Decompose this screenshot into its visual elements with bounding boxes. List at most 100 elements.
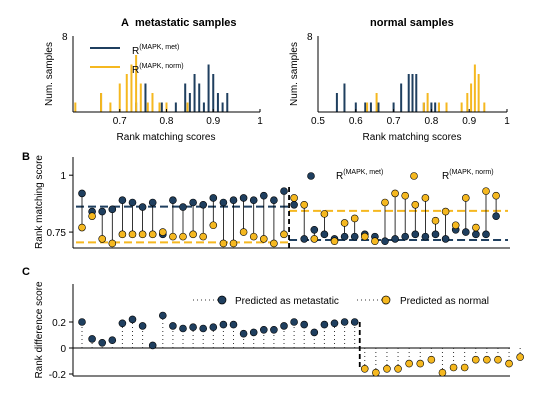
point-norm-8: [159, 228, 167, 236]
b-norm-sup: (MAPK, norm): [449, 169, 493, 176]
c-point-norm-6: [427, 355, 436, 364]
bar-norm-6: [135, 55, 138, 112]
point-met-7: [148, 198, 157, 207]
point-met-3: [108, 205, 117, 214]
c-point-norm-11: [483, 355, 491, 364]
c-point-met-21: [290, 318, 298, 326]
bar-met-7: [400, 83, 403, 112]
c-point-norm-8: [449, 363, 458, 372]
panel-a-left-title: metastatic samples: [135, 17, 237, 29]
bar-norm-3: [426, 93, 429, 112]
point-met-12: [199, 200, 207, 209]
point-norm-6: [138, 230, 147, 239]
bar-norm-7: [466, 93, 469, 112]
point-norm-24: [320, 210, 329, 218]
panel-b-label-met: R(MAPK, met): [336, 169, 383, 182]
panel-c-ylabel: Rank difference score: [34, 281, 45, 379]
bar-met-10: [415, 74, 418, 112]
legend-label-norm: R(MAPK, norm): [132, 63, 184, 76]
point-norm-4: [118, 230, 127, 239]
c-point-norm-3: [394, 364, 402, 373]
c-point-met-0: [78, 318, 86, 326]
xtick-label-2: 0.7: [387, 116, 401, 127]
bar-norm-1: [375, 93, 378, 112]
xtick-label-3: 1: [257, 116, 263, 127]
bar-norm-0: [366, 102, 369, 112]
point-norm-0: [78, 223, 86, 232]
point-met-22: [300, 235, 309, 243]
panel-a-left-xlabel: Rank matching scores: [117, 132, 216, 143]
point-met-32: [401, 232, 410, 241]
c-point-met-24: [320, 320, 329, 329]
point-met-16: [239, 194, 248, 202]
xtick-label-0: 0.7: [113, 116, 127, 127]
c-point-met-5: [128, 315, 137, 324]
bar-met-8: [198, 83, 201, 112]
c-ytick-label-1: 0: [60, 344, 66, 355]
point-met-11: [189, 198, 197, 207]
point-met-39: [472, 230, 480, 239]
panel-a-legend: R(MAPK, met) R(MAPK, norm): [90, 44, 184, 76]
point-norm-30: [381, 198, 389, 207]
bar-norm-11: [483, 102, 486, 112]
c-point-norm-9: [460, 363, 469, 372]
legend-norm-main: R: [132, 65, 139, 76]
point-norm-31: [391, 189, 399, 198]
legend-met-main: R: [132, 46, 139, 57]
bar-norm-8: [470, 83, 473, 112]
panel-a-left-ylabel: Num. samples: [44, 42, 55, 106]
point-met-23: [310, 226, 319, 234]
bar-norm-7: [139, 83, 142, 112]
panel-a-right-bars: [335, 64, 486, 112]
c-point-met-2: [98, 338, 106, 347]
c-point-met-15: [229, 320, 238, 329]
legend-norm-sup: (MAPK, norm): [139, 63, 183, 70]
point-norm-41: [492, 191, 500, 200]
point-met-30: [381, 237, 389, 245]
c-point-norm-14: [516, 353, 524, 361]
point-met-5: [128, 198, 137, 207]
point-met-20: [280, 187, 288, 195]
panel-b-points: [78, 172, 500, 248]
bar-norm-5: [130, 64, 133, 112]
panel-a-right-ytick-8: 8: [307, 32, 313, 43]
point-norm-18: [259, 235, 268, 243]
c-point-met-9: [169, 322, 177, 330]
panel-a-right-xlabel: Rank matching scores: [363, 132, 462, 143]
bar-norm-6: [460, 102, 463, 112]
point-met-19: [270, 196, 278, 205]
bar-met-11: [212, 74, 215, 112]
point-norm-7: [148, 230, 157, 239]
point-norm-17: [249, 232, 258, 241]
bar-met-9: [411, 74, 414, 112]
point-norm-19: [270, 239, 278, 248]
bar-norm-5: [445, 102, 448, 112]
bar-met-10: [207, 64, 210, 112]
c-point-met-22: [300, 320, 309, 329]
c-point-met-20: [280, 322, 288, 330]
c-point-met-8: [159, 311, 167, 320]
point-norm-35: [431, 216, 440, 225]
point-met-41: [492, 212, 500, 220]
bar-met-4: [174, 102, 177, 112]
c-ytick-label-0: -0.2: [49, 370, 67, 381]
c-point-met-16: [239, 329, 248, 338]
b-met-main: R: [336, 171, 343, 182]
point-norm-25: [330, 237, 339, 245]
c-point-met-23: [310, 328, 319, 337]
point-norm-29: [371, 237, 379, 245]
b-label-marker-norm: [410, 172, 418, 180]
point-met-34: [421, 232, 430, 241]
bar-norm-12: [186, 102, 189, 112]
bar-met-3: [364, 102, 367, 112]
point-norm-23: [310, 235, 319, 243]
point-norm-1: [88, 212, 96, 220]
c-point-norm-7: [438, 368, 447, 377]
point-norm-28: [360, 232, 369, 241]
c-point-met-27: [350, 318, 359, 326]
bar-met-14: [226, 93, 229, 112]
panel-a-right-x-ticks: 0.5 0.6 0.7 0.8 0.9 1: [311, 109, 510, 127]
c-point-met-18: [259, 325, 268, 334]
c-ytick-label-2: 0.2: [52, 318, 66, 329]
c-point-met-6: [138, 322, 147, 330]
